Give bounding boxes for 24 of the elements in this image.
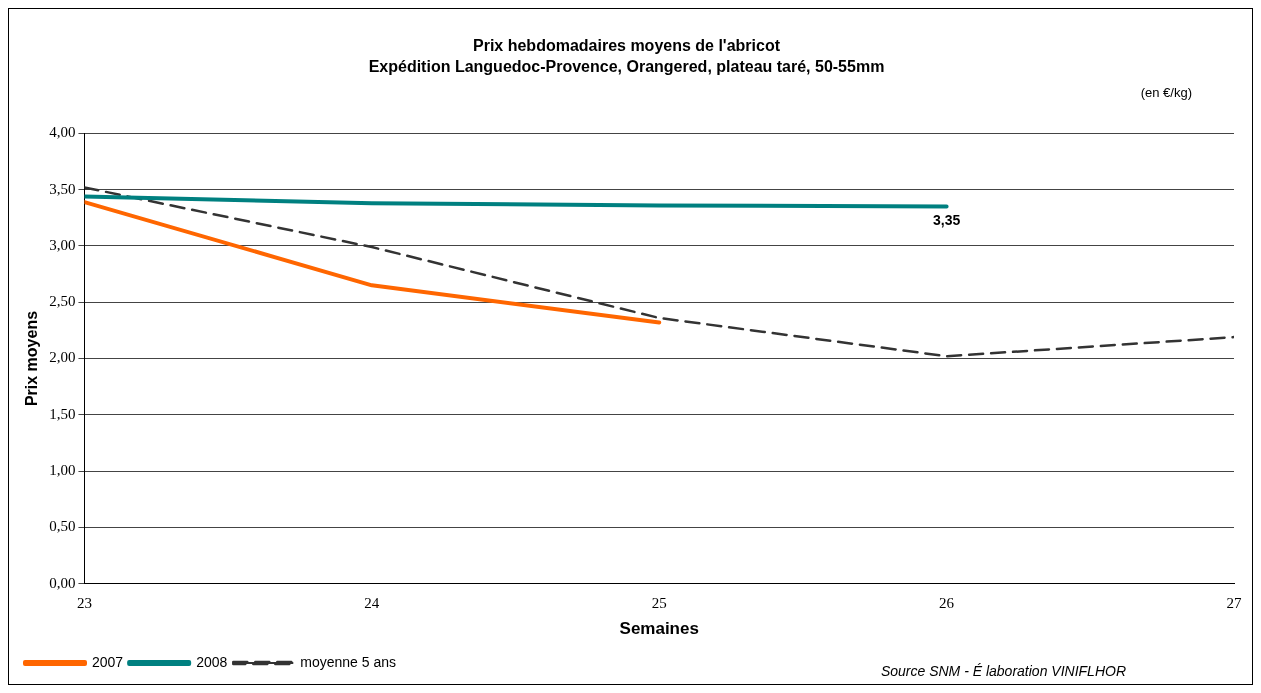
y-tick-label: 0,50: [49, 518, 76, 535]
y-tick-label: 1,00: [49, 461, 76, 478]
y-tick-label: 1,50: [49, 405, 76, 422]
y-axis-title: Prix moyens: [23, 310, 41, 407]
x-tick-label: 25: [651, 594, 667, 611]
legend-label: 2007: [92, 653, 124, 670]
y-tick-label: 3,50: [49, 180, 76, 197]
chart-subtitle: Expédition Languedoc-Provence, Orangered, plateau taré, 50-55mm: [368, 58, 885, 76]
y-tick-label: 0,00: [49, 574, 76, 591]
text: (en €/kg): [1140, 85, 1192, 101]
x-axis-title: Semaines: [619, 619, 699, 639]
source-note: Source SNM - É laboration VINIFLHOR: [880, 663, 1126, 679]
x-tick-label: 24: [364, 594, 380, 611]
x-tick-label: 23: [76, 594, 92, 611]
y-tick-label: 4,00: [49, 124, 76, 141]
y-tick-label: 2,00: [49, 349, 76, 366]
legend-label: 2008: [196, 653, 228, 670]
y-tick-label: 3,00: [49, 236, 76, 253]
chart-title: Prix hebdomadaires moyens de l'abricot: [472, 37, 781, 55]
x-tick-label: 26: [939, 594, 955, 611]
data-label: 3,35: [932, 212, 961, 229]
y-tick-label: 2,50: [49, 293, 76, 310]
legend-label: moyenne 5 ans: [300, 653, 397, 670]
x-tick-label: 27: [1226, 594, 1242, 611]
